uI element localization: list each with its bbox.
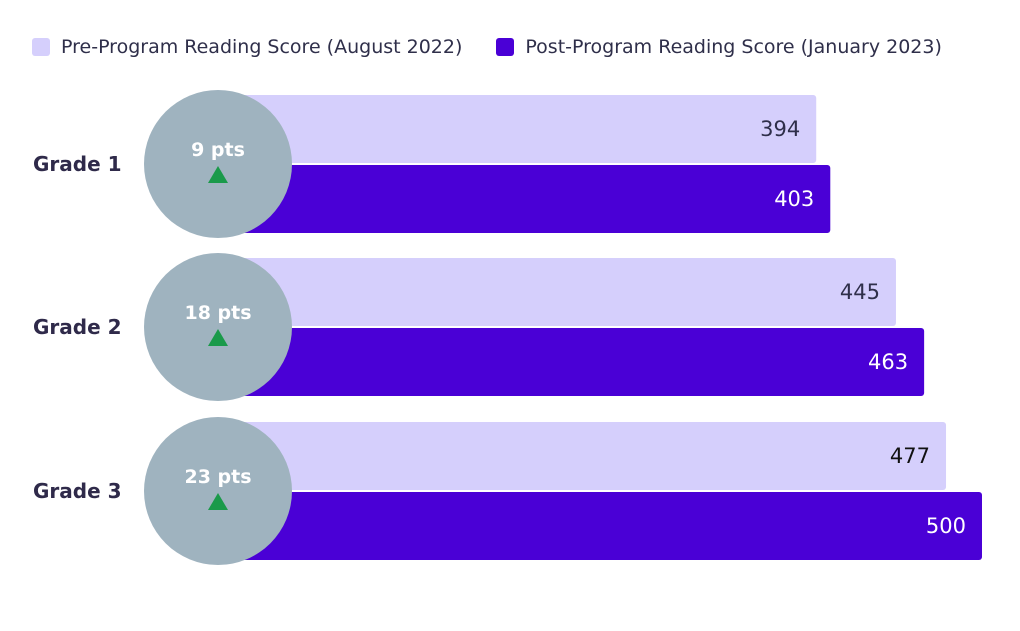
- data-label-pre-grade-2: 445: [840, 280, 880, 304]
- up-arrow-icon: [208, 329, 228, 346]
- data-label-post-grade-3: 500: [926, 514, 966, 538]
- legend-swatch-pre: [32, 38, 50, 56]
- delta-label-grade-2: 18 pts: [184, 302, 251, 324]
- legend-label-post: Post-Program Reading Score (January 2023…: [525, 36, 942, 58]
- legend-swatch-post: [496, 38, 515, 56]
- data-label-pre-grade-1: 394: [760, 117, 800, 141]
- up-arrow-icon: [208, 493, 228, 510]
- bar-pre-grade-3: [200, 422, 947, 490]
- delta-circle-grade-3: [144, 417, 292, 565]
- bar-pre-grade-2: [200, 258, 896, 326]
- delta-label-grade-1: 9 pts: [191, 139, 245, 161]
- legend-item-post: Post-Program Reading Score (January 2023…: [496, 36, 942, 58]
- data-label-post-grade-1: 403: [774, 187, 814, 211]
- legend-label-pre: Pre-Program Reading Score (August 2022): [61, 36, 463, 58]
- category-label-grade-1: Grade 1: [33, 152, 122, 176]
- delta-label-grade-3: 23 pts: [184, 466, 251, 488]
- category-label-grade-2: Grade 2: [33, 315, 122, 339]
- bar-pre-grade-1: [200, 95, 817, 163]
- delta-circle-grade-1: [144, 90, 292, 238]
- data-label-post-grade-2: 463: [868, 350, 908, 374]
- data-label-pre-grade-3: 477: [890, 444, 930, 468]
- legend-item-pre: Pre-Program Reading Score (August 2022): [32, 36, 462, 58]
- legend: Pre-Program Reading Score (August 2022) …: [32, 36, 942, 58]
- up-arrow-icon: [208, 166, 228, 183]
- bar-post-grade-1: [200, 165, 831, 233]
- bar-post-grade-3: [200, 492, 982, 560]
- delta-circle-grade-2: [144, 253, 292, 401]
- bar-post-grade-2: [200, 328, 925, 396]
- category-label-grade-3: Grade 3: [33, 479, 122, 503]
